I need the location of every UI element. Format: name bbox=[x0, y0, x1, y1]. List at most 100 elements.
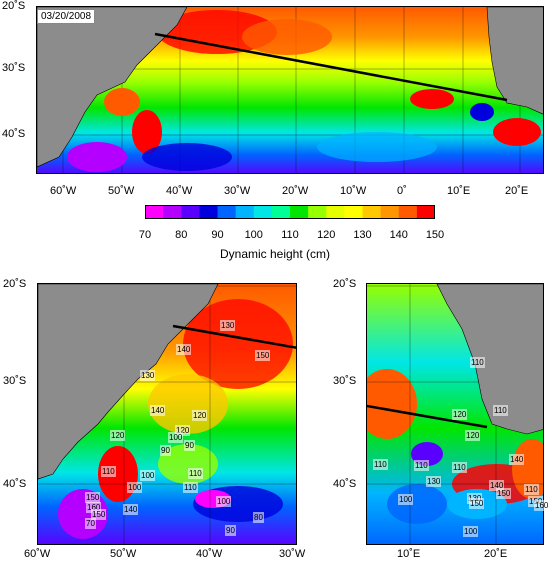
africa-land bbox=[486, 7, 543, 115]
left-lat-label: 30˚S bbox=[3, 375, 27, 387]
contour-label: 160 bbox=[86, 502, 102, 513]
colorbar-swatch bbox=[290, 205, 309, 219]
colorbar-swatch bbox=[235, 205, 255, 219]
contour-label: 90 bbox=[160, 445, 171, 456]
contour-label: 90 bbox=[225, 525, 236, 536]
contour-label: 110 bbox=[524, 484, 539, 495]
left-lat-label: 40˚S bbox=[3, 478, 27, 490]
contour-label: 90 bbox=[184, 440, 195, 451]
colorbar-swatch bbox=[181, 205, 200, 219]
contour-label: 110 bbox=[452, 462, 467, 473]
left-map-field bbox=[38, 284, 296, 544]
top-lat-label: 20˚S bbox=[2, 0, 26, 12]
contour-label: 110 bbox=[373, 459, 388, 470]
colorbar-tick-label: 80 bbox=[175, 229, 188, 241]
africa-land bbox=[436, 284, 543, 435]
left-map-frame[interactable] bbox=[37, 283, 297, 545]
contour-label: 160 bbox=[534, 500, 550, 511]
contour-label: 120 bbox=[175, 425, 191, 436]
top-lon-label: 40˚W bbox=[166, 185, 193, 197]
top-map-frame[interactable] bbox=[36, 6, 544, 174]
right-section-line bbox=[367, 404, 488, 429]
colorbar-swatch bbox=[253, 205, 273, 219]
top-lat-label: 30˚S bbox=[2, 62, 26, 74]
colorbar-tick-label: 100 bbox=[244, 229, 263, 241]
contour-label: 80 bbox=[253, 512, 264, 523]
south-america-land bbox=[37, 7, 188, 168]
top-section-line bbox=[154, 32, 508, 102]
colorbar-swatch bbox=[217, 205, 237, 219]
right-lon-label: 10˚E bbox=[397, 548, 421, 560]
left-lat-label: 20˚S bbox=[3, 278, 27, 290]
date-label: 03/20/2008 bbox=[37, 9, 96, 24]
colorbar-swatch bbox=[199, 205, 219, 219]
colorbar-swatch bbox=[380, 205, 400, 219]
colorbar-swatch bbox=[308, 205, 327, 219]
contour-label: 100 bbox=[216, 496, 232, 507]
left-lon-label: 30˚W bbox=[279, 548, 306, 560]
top-lon-label: 60˚W bbox=[50, 185, 77, 197]
colorbar-tick-label: 120 bbox=[317, 229, 336, 241]
left-lon-label: 50˚W bbox=[110, 548, 137, 560]
top-map-field bbox=[37, 7, 543, 173]
contour-label: 140 bbox=[176, 344, 192, 355]
contour-label: 130 bbox=[426, 476, 442, 487]
contour-label: 120 bbox=[465, 430, 481, 441]
left-lon-label: 60˚W bbox=[24, 548, 51, 560]
contour-label: 150 bbox=[469, 498, 485, 509]
contour-label: 130 bbox=[220, 320, 236, 331]
left-lon-label: 40˚W bbox=[196, 548, 223, 560]
colorbar-tick-label: 110 bbox=[281, 229, 299, 241]
top-lon-label: 20˚E bbox=[505, 185, 529, 197]
south-america-land bbox=[38, 284, 219, 480]
contour-label: 70 bbox=[85, 518, 96, 529]
contour-label: 120 bbox=[110, 430, 126, 441]
colorbar-tick-label: 150 bbox=[425, 229, 445, 241]
colorbar-tick-label: 90 bbox=[211, 229, 224, 241]
right-lat-label: 40˚S bbox=[333, 478, 357, 490]
contour-label: 150 bbox=[91, 509, 107, 520]
contour-label: 120 bbox=[452, 409, 468, 420]
contour-label: 140 bbox=[123, 504, 139, 515]
contour-label: 110 bbox=[101, 466, 116, 477]
colorbar-tick-label: 130 bbox=[353, 229, 372, 241]
contour-label: 100 bbox=[127, 482, 143, 493]
colorbar-swatch bbox=[163, 205, 182, 219]
top-lon-label: 0˚ bbox=[397, 185, 407, 197]
contour-label: 150 bbox=[255, 350, 271, 361]
right-lat-label: 20˚S bbox=[333, 278, 357, 290]
colorbar-swatch bbox=[344, 205, 364, 219]
contour-label: 130 bbox=[140, 370, 156, 381]
top-lon-label: 50˚W bbox=[108, 185, 135, 197]
colorbar-title: Dynamic height (cm) bbox=[219, 247, 331, 261]
colorbar-swatch bbox=[362, 205, 382, 219]
contour-label: 110 bbox=[470, 357, 485, 368]
top-lon-label: 10˚E bbox=[447, 185, 471, 197]
top-lon-label: 20˚W bbox=[282, 185, 309, 197]
contour-label: 140 bbox=[489, 480, 505, 491]
contour-label: 140 bbox=[509, 454, 525, 465]
left-section-line bbox=[172, 324, 296, 349]
contour-label: 110 bbox=[414, 460, 429, 471]
right-lon-label: 20˚E bbox=[484, 548, 508, 560]
colorbar-tick-label: 70 bbox=[138, 229, 152, 241]
contour-label: 150 bbox=[496, 488, 512, 499]
contour-label: 110 bbox=[188, 468, 203, 479]
top-lat-label: 40˚S bbox=[2, 128, 26, 140]
colorbar-tick-label: 140 bbox=[389, 229, 408, 241]
right-lat-label: 30˚S bbox=[333, 375, 357, 387]
colorbar-swatch bbox=[416, 205, 435, 219]
top-lon-label: 10˚W bbox=[340, 185, 367, 197]
colorbar-swatch bbox=[271, 205, 291, 219]
colorbar-swatches bbox=[145, 205, 435, 219]
contour-label: 100 bbox=[168, 432, 184, 443]
contour-label: 110 bbox=[183, 482, 198, 493]
colorbar-swatch bbox=[326, 205, 345, 219]
contour-label: 140 bbox=[150, 405, 166, 416]
contour-label: 110 bbox=[493, 405, 508, 416]
contour-label: 120 bbox=[192, 410, 208, 421]
contour-label: 150 bbox=[85, 492, 101, 503]
top-map-patches bbox=[67, 10, 541, 172]
contour-label: 100 bbox=[140, 470, 156, 481]
contour-label: 100 bbox=[398, 494, 414, 505]
